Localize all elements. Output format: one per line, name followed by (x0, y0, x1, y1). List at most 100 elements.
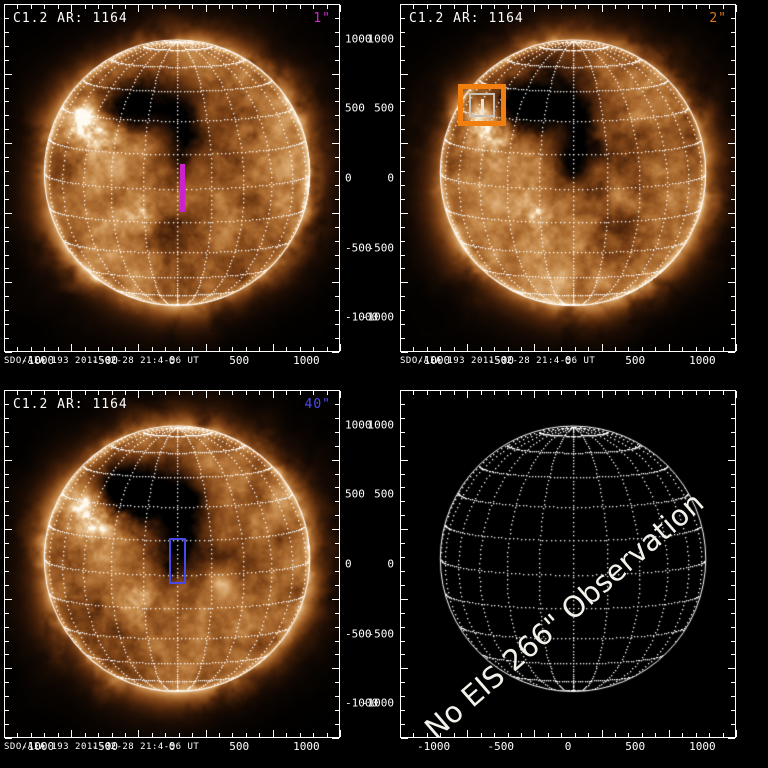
tick-bottom (30, 733, 32, 737)
tick-top (84, 391, 86, 395)
panel-top-right[interactable]: C1.2 AR: 1164 2" (400, 4, 736, 352)
y-tick-label: -500 (367, 627, 395, 641)
tick-bottom (313, 733, 315, 737)
tick-right (731, 184, 735, 186)
tick-top (259, 5, 261, 9)
tick-right (332, 738, 339, 739)
tick-right (335, 515, 339, 517)
solar-image-2 (400, 4, 736, 352)
x-tick-label: 500 (229, 354, 250, 367)
tick-right (728, 143, 735, 145)
tick-left (5, 171, 9, 173)
tick-left (401, 101, 405, 103)
tick-right (731, 501, 735, 503)
fov-slit-overlay[interactable] (180, 164, 185, 212)
tick-top (272, 391, 274, 398)
tick-top (165, 391, 167, 395)
panel-bottom-left[interactable]: C1.2 AR: 1164 40" (4, 390, 340, 738)
tick-bottom (413, 347, 415, 351)
tick-left (5, 226, 9, 228)
tick-bottom (57, 347, 59, 351)
tick-right (335, 198, 339, 200)
y-tick-label: 1000 (367, 418, 395, 432)
fov-box-inner (469, 93, 495, 117)
tick-top (232, 391, 234, 395)
tick-bottom (722, 347, 724, 351)
tick-bottom (232, 733, 234, 737)
tick-right (728, 212, 735, 214)
panel-bottom-right[interactable]: No EIS 266" Observation (400, 390, 736, 738)
x-tick-label: -500 (487, 740, 515, 753)
tick-right (731, 431, 735, 433)
panel-top-left[interactable]: C1.2 AR: 1164 1" (4, 4, 340, 352)
tick-top (151, 5, 153, 9)
tick-top (111, 5, 113, 9)
tick-bottom (205, 730, 207, 737)
tick-top (138, 391, 140, 398)
tick-left (5, 73, 12, 75)
panel-top-right-plot: C1.2 AR: 1164 2" (400, 4, 736, 352)
y-tick-label: -1000 (345, 310, 379, 324)
tick-bottom (668, 344, 670, 351)
tick-right (731, 570, 735, 572)
tick-top (601, 5, 603, 12)
tick-top (507, 391, 509, 395)
tick-left (401, 171, 405, 173)
tick-top (480, 391, 482, 395)
tick-top (668, 5, 670, 12)
fov-box-overlay[interactable] (169, 538, 186, 584)
tick-top (426, 391, 428, 395)
solar-disk-canvas (4, 390, 340, 738)
fov-box-overlay[interactable] (458, 84, 506, 126)
tick-top (178, 391, 180, 395)
tick-top (326, 5, 328, 9)
y-tick-label: 0 (345, 171, 352, 185)
tick-bottom (138, 730, 140, 737)
x-tick-label: -500 (487, 354, 515, 367)
tick-left (5, 584, 9, 586)
tick-top (17, 5, 19, 9)
tick-bottom (259, 733, 261, 737)
tick-bottom (494, 733, 496, 737)
tick-top (138, 5, 140, 12)
tick-left (401, 157, 405, 159)
tick-top (326, 391, 328, 395)
tick-bottom (440, 733, 442, 737)
tick-left (401, 310, 405, 312)
tick-bottom (507, 733, 509, 737)
tick-top (547, 391, 549, 395)
tick-top (259, 391, 261, 395)
tick-bottom (178, 733, 180, 737)
tick-right (335, 417, 339, 419)
tick-left (5, 598, 12, 600)
tick-left (5, 696, 9, 698)
tick-bottom (561, 347, 563, 351)
tick-bottom (205, 344, 207, 351)
graticule-canvas (400, 390, 736, 738)
tick-right (731, 59, 735, 61)
tick-bottom (709, 733, 711, 737)
tick-right (731, 543, 735, 545)
tick-bottom (520, 347, 522, 351)
x-tick-label: 0 (564, 740, 572, 753)
tick-bottom (709, 347, 711, 351)
y-tick-label: 500 (374, 101, 394, 115)
tick-top (682, 5, 684, 9)
y-tick-label: -1000 (345, 696, 379, 710)
tick-left (5, 668, 12, 670)
tick-left (5, 268, 9, 270)
tick-top (71, 391, 73, 398)
tick-left (5, 59, 9, 61)
tick-bottom (219, 733, 221, 737)
tick-left (401, 431, 405, 433)
tick-right (335, 296, 339, 298)
tick-top (467, 391, 469, 398)
tick-left (401, 654, 405, 656)
tick-top (205, 5, 207, 12)
tick-bottom (682, 347, 684, 351)
tick-right (332, 212, 339, 214)
y-tick-label: 1000 (345, 32, 372, 46)
tick-right (335, 654, 339, 656)
tick-top (520, 391, 522, 395)
tick-left (401, 640, 405, 642)
